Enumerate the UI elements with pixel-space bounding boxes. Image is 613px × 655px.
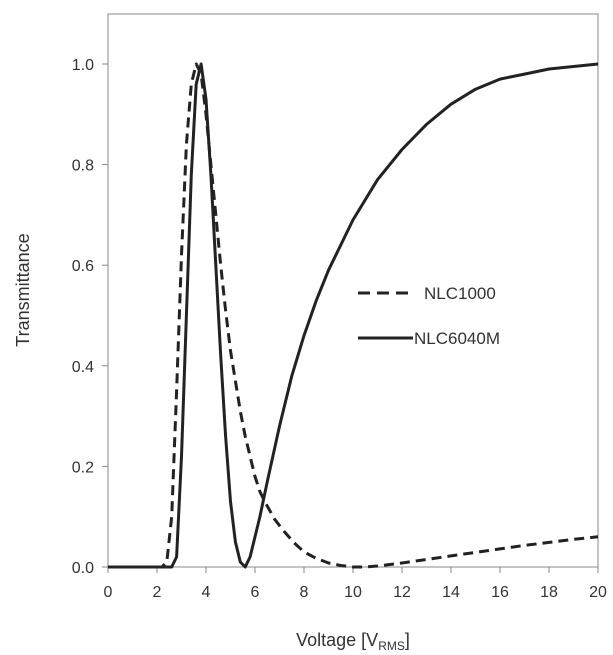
- x-tick-label: 20: [589, 584, 607, 601]
- y-axis-title: Transmittance: [13, 233, 33, 346]
- x-tick-label: 16: [491, 584, 509, 601]
- x-tick-label: 12: [393, 584, 411, 601]
- y-tick-label: 0.2: [72, 459, 94, 476]
- x-tick-label: 14: [442, 584, 460, 601]
- y-tick-label: 1.0: [72, 57, 94, 74]
- x-axis-ticks: 0 2 4 6 8 10 12 14 16 18 20: [104, 567, 607, 601]
- y-tick-label: 0.6: [72, 258, 94, 275]
- legend: NLC1000 NLC6040M: [358, 284, 500, 348]
- series-layer: [108, 62, 599, 569]
- y-axis-ticks: 0.0 0.2 0.4 0.6 0.8 1.0: [72, 57, 108, 577]
- x-tick-label: 4: [202, 584, 211, 601]
- x-tick-label: 8: [300, 584, 309, 601]
- series-line-nlc1000: [108, 62, 599, 569]
- y-tick-label: 0.8: [72, 158, 94, 175]
- series-line-nlc6040m: [108, 62, 599, 569]
- x-tick-label: 2: [153, 584, 162, 601]
- legend-label-nlc1000: NLC1000: [424, 284, 496, 303]
- x-axis-title: Voltage [VRMS]: [296, 630, 410, 653]
- legend-label-nlc6040m: NLC6040M: [414, 329, 500, 348]
- y-tick-label: 0.0: [72, 560, 94, 577]
- x-tick-label: 10: [344, 584, 362, 601]
- x-tick-label: 6: [251, 584, 260, 601]
- x-tick-label: 18: [540, 584, 558, 601]
- y-tick-label: 0.4: [72, 359, 94, 376]
- x-tick-label: 0: [104, 584, 113, 601]
